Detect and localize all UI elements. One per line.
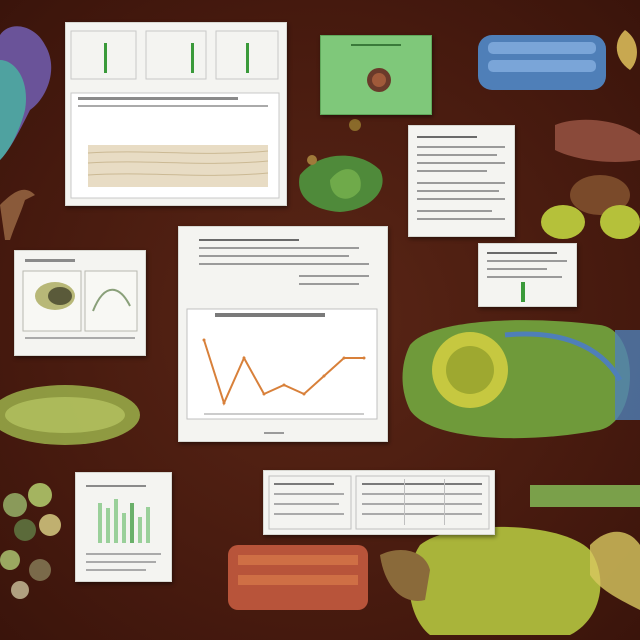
data-point [362,356,366,360]
bar-chart-graphic [86,485,161,571]
blob-top-left-inner [0,60,26,160]
plot-area [186,308,378,420]
card-green-tile [320,35,432,115]
data-point [262,392,266,396]
card-top-left-graphic [70,30,280,199]
data-point [222,401,226,405]
data-point [302,392,306,396]
card-bar-bottom-left [75,472,172,582]
table-graphic [268,475,490,530]
data-point [282,383,286,387]
line-chart [186,308,378,420]
data-point [202,338,206,342]
data-point [322,374,326,378]
card-text-top-right [408,125,515,237]
card-line-chart-center [178,226,388,442]
data-point [342,356,346,360]
data-point [242,356,246,360]
root-left [0,189,35,240]
card-table-bottom [263,470,495,535]
green-tile-graphic [351,44,401,92]
green-bar [521,282,525,302]
sketch-graphic [22,259,138,339]
card-top-left-charts [65,22,287,206]
card-small-right [478,243,577,307]
card-sketch-left [14,250,146,356]
